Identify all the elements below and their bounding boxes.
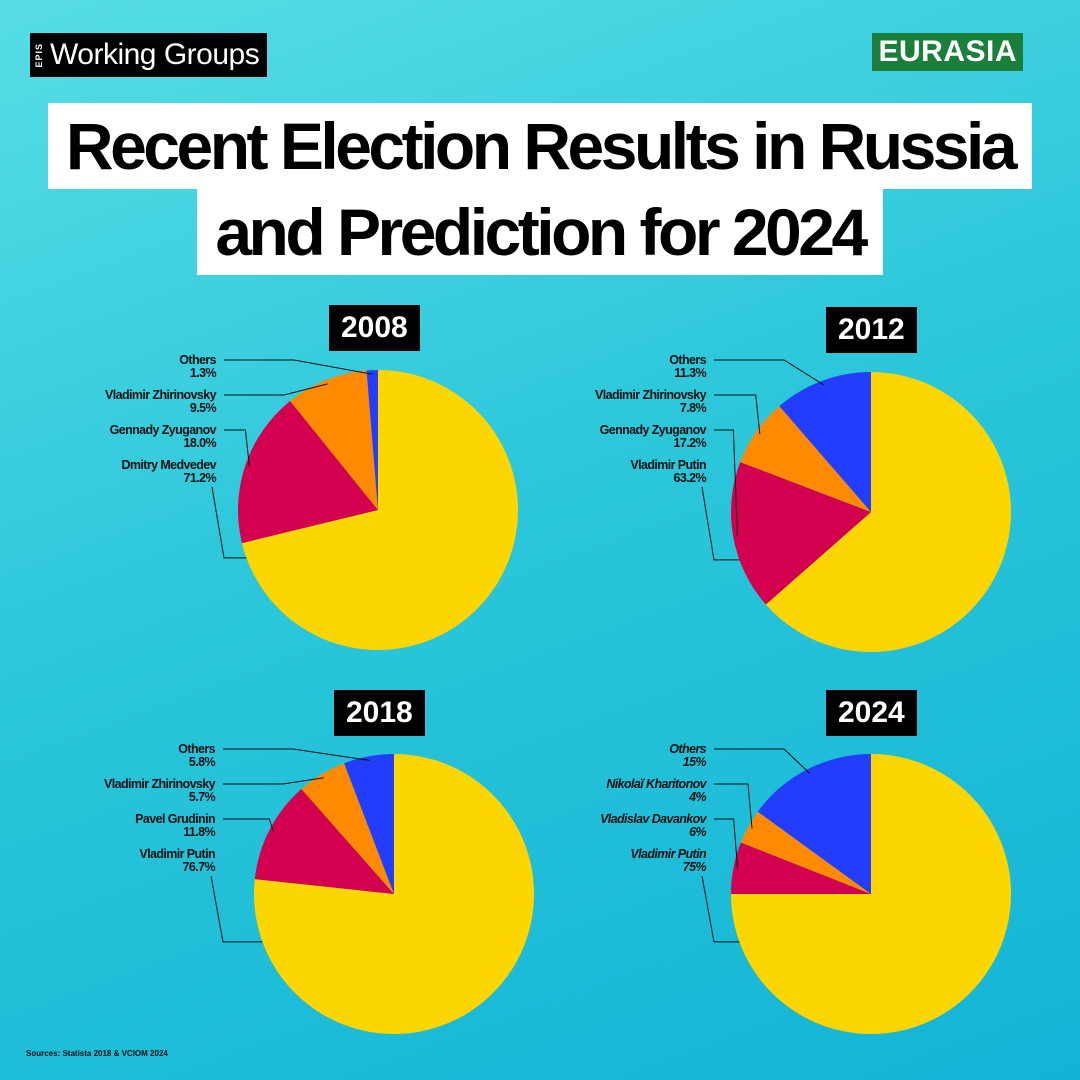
pie-slice-2008-vladimir-zhirinovsky	[290, 370, 378, 510]
slice-name-label-2024: Vladislav Davankov	[600, 812, 708, 826]
slice-name-label-2018: Vladimir Putin	[139, 847, 215, 861]
slice-name-label-2024: Nikolaĭ Kharitonov	[606, 777, 707, 791]
pie-slice-2024-vladislav-davankov	[730, 842, 871, 894]
leader-line-2008	[211, 486, 247, 559]
leader-line-2012	[714, 359, 824, 386]
slice-name-label-2018: Others	[178, 742, 215, 756]
leader-line-2024	[714, 818, 739, 869]
leader-line-2008	[224, 383, 328, 396]
pie-slice-2024-others	[757, 754, 871, 894]
slice-name-label-2008: Others	[179, 353, 216, 367]
pie-slice-2008-gennady-zyuganov	[237, 401, 378, 544]
leader-line-2012	[714, 429, 738, 537]
leader-line-2018	[210, 875, 263, 943]
title-line-1: Recent Election Results in Russia	[47, 103, 1033, 189]
leader-line-2024	[714, 748, 810, 774]
slice-value-label-2008: 9.5%	[190, 401, 217, 415]
slice-value-label-2018: 11.8%	[183, 825, 215, 839]
title-line-2: and Prediction for 2024	[197, 189, 883, 275]
leader-line-2012	[701, 486, 740, 561]
leader-line-2008	[224, 359, 373, 375]
slice-name-label-2012: Others	[669, 353, 706, 367]
slice-value-label-2024: 6%	[689, 825, 706, 839]
eurasia-badge: EURASIA	[872, 33, 1023, 71]
pie-slice-2018-vladimir-zhirinovsky	[301, 763, 394, 894]
slice-value-label-2012: 17.2%	[674, 436, 707, 450]
pie-slice-2012-gennady-zyuganov	[731, 462, 871, 605]
slice-value-label-2018: 76.7%	[183, 860, 216, 874]
brand-name: Working Groups	[50, 38, 260, 71]
slice-value-label-2012: 11.3%	[674, 366, 706, 380]
leader-line-2018	[223, 748, 370, 761]
pie-slice-2024-nikola-kharitonov	[740, 811, 871, 894]
leader-line-2008	[224, 429, 250, 467]
pie-slice-2018-others	[344, 754, 394, 894]
year-label-2008: 2008	[329, 305, 420, 351]
year-label-2024: 2024	[826, 690, 917, 736]
slice-value-label-2018: 5.7%	[189, 790, 216, 804]
pie-slice-2008-others	[366, 370, 378, 510]
slice-value-label-2024: 4%	[688, 790, 706, 804]
pie-slice-2012-others	[779, 372, 871, 512]
slice-value-label-2012: 63.2%	[674, 471, 707, 485]
year-label-2018: 2018	[334, 690, 425, 736]
slice-name-label-2008: Vladimir Zhirinovsky	[105, 388, 217, 402]
leader-line-2012	[714, 394, 761, 435]
slice-value-label-2008: 1.3%	[190, 366, 217, 380]
brand-logo: EPIS Working Groups	[30, 33, 268, 77]
slice-name-label-2024: Others	[669, 742, 706, 756]
leader-line-2018	[223, 818, 274, 832]
leader-line-2024	[714, 783, 753, 829]
pie-slice-2008-dmitry-medvedev	[241, 370, 518, 650]
slice-name-label-2024: Vladimir Putin	[630, 847, 707, 861]
pie-slice-2012-vladimir-zhirinovsky	[740, 406, 871, 512]
source-note: Sources: Statista 2018 & VCIOM 2024	[26, 1049, 168, 1058]
slice-name-label-2012: Vladimir Putin	[630, 458, 706, 472]
slice-name-label-2018: Pavel Grudinin	[135, 812, 215, 826]
pie-slice-2012-vladimir-putin	[765, 372, 1011, 652]
slice-value-label-2018: 5.8%	[189, 755, 216, 769]
slice-name-label-2012: Gennady Zyuganov	[600, 423, 707, 437]
slice-name-label-2008: Gennady Zyuganov	[110, 423, 217, 437]
leader-line-2024	[701, 875, 740, 943]
year-label-2012: 2012	[826, 307, 917, 353]
pie-slice-2018-pavel-grudinin	[254, 788, 394, 894]
slice-value-label-2012: 7.8%	[680, 401, 707, 415]
slice-value-label-2008: 18.0%	[184, 436, 217, 450]
slice-name-label-2018: Vladimir Zhirinovsky	[104, 777, 216, 791]
slice-name-label-2008: Dmitry Medvedev	[121, 458, 216, 472]
page-title: Recent Election Results in Russia and Pr…	[0, 103, 1080, 275]
slice-value-label-2008: 71.2%	[184, 471, 217, 485]
slice-name-label-2012: Vladimir Zhirinovsky	[595, 388, 707, 402]
leader-line-2018	[223, 777, 324, 785]
pie-slice-2018-vladimir-putin	[254, 754, 535, 1034]
slice-value-label-2024: 15%	[683, 755, 707, 769]
slice-value-label-2024: 75%	[683, 860, 707, 874]
